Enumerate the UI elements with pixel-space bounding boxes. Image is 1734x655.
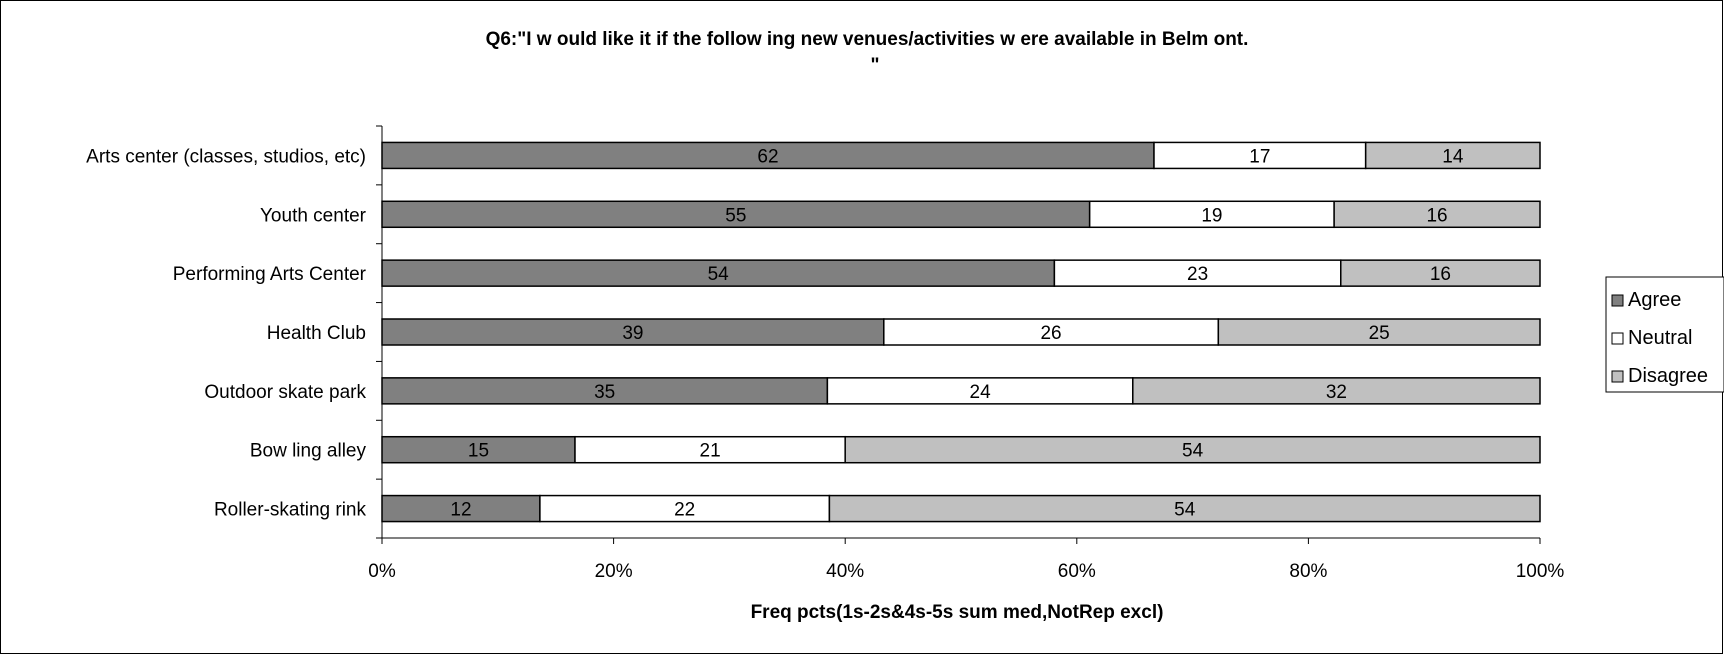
chart-title-line-2: " (870, 55, 879, 76)
data-label: 14 (1442, 146, 1464, 167)
data-label: 26 (1040, 323, 1061, 344)
bar-segment-neutral (539, 494, 831, 523)
data-label: 25 (1369, 323, 1390, 344)
data-label: 21 (700, 441, 721, 462)
bar-segment-neutral (574, 435, 846, 464)
bar-segment-disagree (1364, 141, 1541, 170)
data-label: 24 (970, 382, 992, 403)
data-label: 55 (725, 205, 746, 226)
data-label: 16 (1426, 205, 1447, 226)
data-label: 23 (1187, 264, 1208, 285)
x-tick-label: 0% (368, 561, 396, 582)
data-label: 32 (1326, 382, 1347, 403)
data-label: 35 (594, 382, 615, 403)
category-label: Performing Arts Center (173, 264, 367, 285)
bar-segment-neutral (1153, 141, 1367, 170)
data-label: 15 (468, 441, 489, 462)
bar-segment-agree (381, 377, 829, 405)
legend-label-neutral: Neutral (1628, 327, 1692, 349)
bar-segment-neutral (1088, 200, 1335, 229)
bar-segment-agree (381, 494, 541, 523)
data-label: 62 (757, 146, 778, 167)
data-label: 22 (674, 500, 695, 521)
legend-box (1605, 276, 1724, 393)
category-label: Bow ling alley (250, 441, 367, 462)
category-label: Health Club (267, 323, 366, 344)
category-label: Outdoor skate park (204, 382, 366, 403)
data-label: 54 (1174, 500, 1196, 521)
legend-swatch-disagree (1611, 370, 1624, 383)
data-label: 12 (450, 500, 471, 521)
bar-segment-disagree (1340, 259, 1541, 287)
x-tick-label: 100% (1516, 561, 1565, 582)
data-label: 39 (622, 323, 643, 344)
bar-segment-neutral (826, 377, 1134, 405)
x-tick-label: 40% (826, 561, 864, 582)
legend: Agree Neutral Disagree (1605, 276, 1724, 393)
bar-segment-agree (381, 259, 1056, 287)
x-axis-title: Freq pcts(1s-2s&4s-5s sum med,NotRep exc… (751, 602, 1164, 623)
data-label: 54 (708, 264, 730, 285)
plot-area: 62 17 14 Arts center (classes, studios, etc… (86, 125, 1565, 582)
data-label: 16 (1430, 264, 1451, 285)
data-label: 19 (1201, 205, 1222, 226)
category-label: Roller-skating rink (214, 500, 367, 521)
legend-swatch-neutral (1611, 332, 1624, 345)
data-label: 17 (1249, 146, 1270, 167)
bar-segment-disagree (1132, 377, 1541, 405)
legend-label-agree: Agree (1628, 289, 1681, 311)
x-tick-label: 80% (1289, 561, 1327, 582)
data-label: 54 (1182, 441, 1204, 462)
category-label: Youth center (260, 205, 367, 226)
legend-swatch-agree (1611, 294, 1624, 307)
x-tick-label: 60% (1058, 561, 1096, 582)
bar-segment-disagree (844, 435, 1541, 464)
category-label: Arts center (classes, studios, etc) (86, 146, 366, 167)
chart-title-line-1: Q6:"I w ould like it if the follow ing n… (486, 29, 1249, 50)
bar-segment-disagree (828, 494, 1541, 523)
bar-segment-disagree (1333, 200, 1541, 229)
legend-label-disagree: Disagree (1628, 365, 1708, 387)
bar-segment-neutral (1053, 259, 1342, 287)
x-tick-label: 20% (595, 561, 633, 582)
bar-segment-disagree (1217, 318, 1541, 346)
